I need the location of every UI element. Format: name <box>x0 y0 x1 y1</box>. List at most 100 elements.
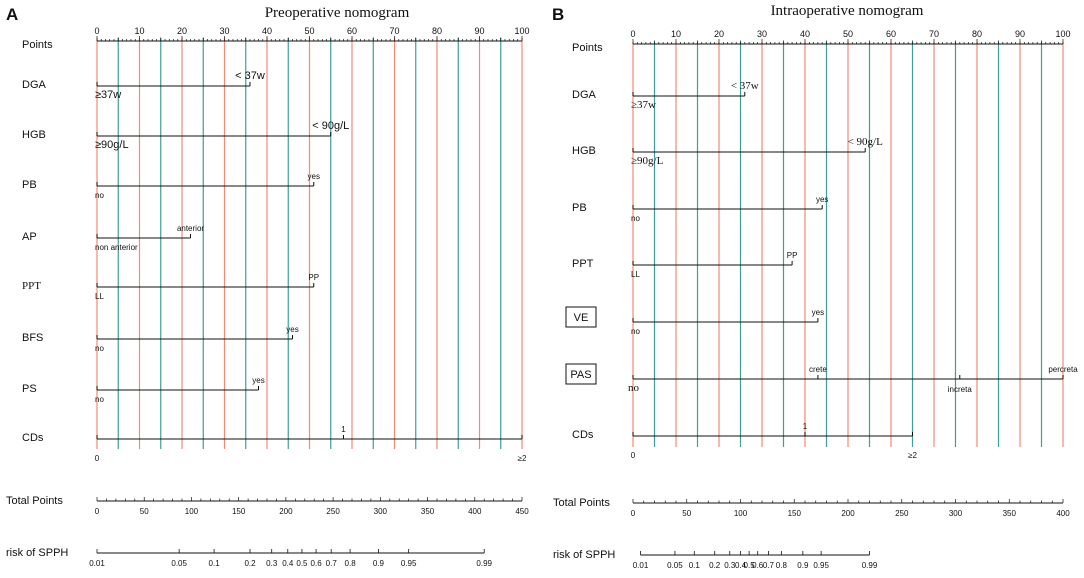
total-points-tick-label: 350 <box>421 507 435 516</box>
risk-tick-label: 0.8 <box>776 561 788 570</box>
predictor-level-label: no <box>95 191 104 200</box>
points-tick-label: 30 <box>219 26 229 36</box>
axis-label-total-points: Total Points <box>553 497 610 509</box>
axis-label-risk: risk of SPPH <box>6 547 68 559</box>
risk-tick-label: 0.05 <box>667 561 683 570</box>
predictor-level-label: ≥2 <box>908 451 917 460</box>
points-tick-label: 70 <box>929 29 939 39</box>
points-tick-label: 10 <box>671 29 681 39</box>
chart-title: Preoperative nomogram <box>265 5 410 21</box>
predictor-name: PAS <box>570 369 591 381</box>
predictor-name: HGB <box>22 129 46 141</box>
points-tick-label: 40 <box>800 29 810 39</box>
predictor-level-label: no <box>628 382 640 394</box>
points-tick-label: 50 <box>843 29 853 39</box>
total-points-tick-label: 400 <box>1056 509 1070 518</box>
predictor-level-label: PP <box>787 251 798 260</box>
risk-tick-label: 0.3 <box>266 559 278 568</box>
predictor-level-label: < 37w <box>235 70 265 82</box>
total-points-tick-label: 250 <box>895 509 909 518</box>
predictor-box <box>565 363 597 385</box>
risk-tick-label: 0.95 <box>813 561 829 570</box>
total-points-tick-label: 350 <box>1003 509 1017 518</box>
points-tick-label: 40 <box>262 26 272 36</box>
predictor-level-label: yes <box>252 376 264 385</box>
points-tick-label: 70 <box>389 26 399 36</box>
points-tick-label: 60 <box>886 29 896 39</box>
total-points-tick-label: 50 <box>682 509 691 518</box>
axis-label-points: Points <box>22 39 53 51</box>
total-points-tick-label: 200 <box>841 509 855 518</box>
predictor-level-label: PP <box>308 273 319 282</box>
points-tick-label: 90 <box>1015 29 1025 39</box>
predictor-name: PS <box>22 383 37 395</box>
risk-tick-label: 0.2 <box>709 561 721 570</box>
axis-label-risk: risk of SPPH <box>553 549 615 561</box>
predictor-name: DGA <box>22 79 47 91</box>
risk-tick-label: 0.6 <box>311 559 323 568</box>
predictor-level-label: ≥37w <box>631 99 656 111</box>
risk-tick-label: 0.1 <box>209 559 221 568</box>
predictor-level-label: ≥90g/L <box>95 139 129 151</box>
total-points-tick-label: 400 <box>468 507 482 516</box>
predictor-level-label: percreta <box>1048 365 1078 374</box>
predictor-level-label: crete <box>809 365 827 374</box>
predictor-name: BFS <box>22 332 43 344</box>
predictor-level-label: increta <box>948 385 973 394</box>
predictor-name: PB <box>572 202 587 214</box>
total-points-tick-label: 100 <box>734 509 748 518</box>
predictor-name: CDs <box>22 432 44 444</box>
predictor-name: PB <box>22 179 37 191</box>
risk-tick-label: 0.5 <box>744 561 756 570</box>
total-points-tick-label: 0 <box>95 507 100 516</box>
points-tick-label: 100 <box>1055 29 1070 39</box>
risk-tick-label: 0.99 <box>476 559 492 568</box>
predictor-level-label: < 90g/L <box>312 120 349 132</box>
points-tick-label: 0 <box>630 29 635 39</box>
predictor-level-label: 1 <box>341 425 346 434</box>
points-tick-label: 100 <box>514 26 529 36</box>
predictor-level-label: yes <box>812 308 824 317</box>
risk-tick-label: 0.1 <box>689 561 701 570</box>
risk-tick-label: 0.6 <box>752 561 764 570</box>
points-tick-label: 0 <box>94 26 99 36</box>
predictor-level-label: ≥2 <box>518 454 527 463</box>
risk-tick-label: 0.95 <box>401 559 417 568</box>
risk-tick-label: 0.99 <box>862 561 878 570</box>
predictor-level-label: yes <box>308 172 320 181</box>
panel-label: A <box>6 5 18 24</box>
predictor-level-label: no <box>95 344 104 353</box>
total-points-tick-label: 100 <box>185 507 199 516</box>
predictor-level-label: ≥90g/L <box>631 155 664 167</box>
total-points-tick-label: 450 <box>515 507 529 516</box>
risk-tick-label: 0.9 <box>797 561 809 570</box>
total-points-tick-label: 0 <box>631 509 636 518</box>
risk-tick-label: 0.01 <box>633 561 649 570</box>
total-points-tick-label: 150 <box>788 509 802 518</box>
predictor-level-label: ≥37w <box>95 89 121 101</box>
risk-tick-label: 0.9 <box>373 559 385 568</box>
predictor-name: VE <box>574 312 589 324</box>
points-tick-label: 20 <box>714 29 724 39</box>
predictor-level-label: no <box>631 214 640 223</box>
risk-tick-label: 0.2 <box>244 559 256 568</box>
total-points-tick-label: 300 <box>949 509 963 518</box>
panel-label: B <box>552 5 564 24</box>
total-points-tick-label: 250 <box>326 507 340 516</box>
risk-tick-label: 0.7 <box>763 561 775 570</box>
points-tick-label: 30 <box>757 29 767 39</box>
risk-tick-label: 0.4 <box>735 561 747 570</box>
predictor-level-label: anterior <box>177 224 204 233</box>
predictor-name: CDs <box>572 429 594 441</box>
predictor-name: PPT <box>572 258 594 270</box>
total-points-tick-label: 200 <box>279 507 293 516</box>
predictor-level-label: non anterior <box>95 243 138 252</box>
predictor-level-label: yes <box>286 325 298 334</box>
axis-label-points: Points <box>572 42 603 54</box>
predictor-level-label: LL <box>631 270 640 279</box>
risk-tick-label: 0.01 <box>89 559 105 568</box>
points-tick-label: 80 <box>972 29 982 39</box>
axis-label-total-points: Total Points <box>6 495 63 507</box>
